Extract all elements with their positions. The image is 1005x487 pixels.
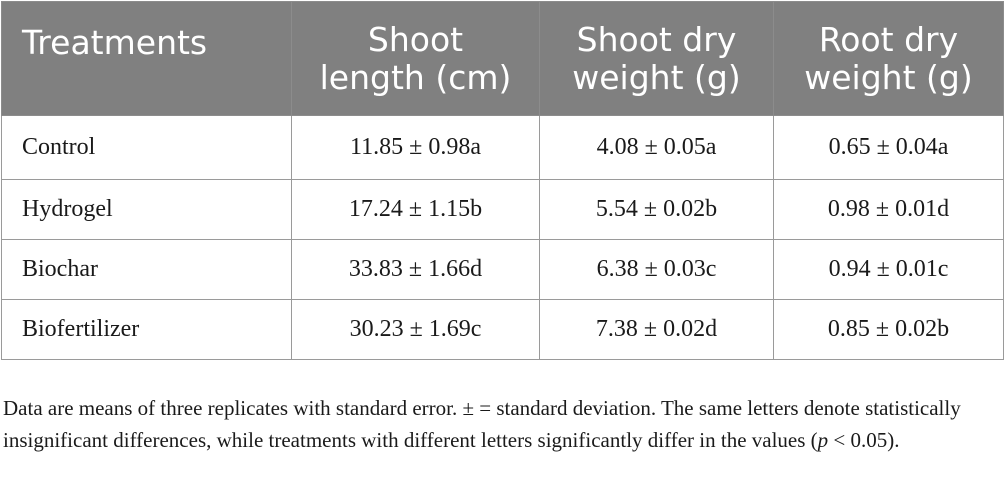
table-row: Control 11.85 ± 0.98a 4.08 ± 0.05a 0.65 … <box>1 115 1004 180</box>
treatment-name-cell: Biofertilizer <box>1 299 292 360</box>
treatment-results-table: Treatments Shoot length (cm) Shoot dry w… <box>1 1 1004 360</box>
shoot-length-cell: 33.83 ± 1.66d <box>291 239 540 300</box>
footnote-text: Data are means of three replicates with … <box>3 396 961 452</box>
shoot-length-cell: 11.85 ± 0.98a <box>291 115 540 180</box>
shoot-dry-weight-cell: 6.38 ± 0.03c <box>539 239 774 300</box>
table-row: Hydrogel 17.24 ± 1.15b 5.54 ± 0.02b 0.98… <box>1 179 1004 240</box>
table-row: Biochar 33.83 ± 1.66d 6.38 ± 0.03c 0.94 … <box>1 239 1004 300</box>
root-dry-weight-cell: 0.85 ± 0.02b <box>773 299 1004 360</box>
table-row: Biofertilizer 30.23 ± 1.69c 7.38 ± 0.02d… <box>1 299 1004 360</box>
header-root-dry-weight: Root dry weight (g) <box>773 1 1004 116</box>
shoot-length-cell: 30.23 ± 1.69c <box>291 299 540 360</box>
treatment-name-cell: Control <box>1 115 292 180</box>
table-footnote: Data are means of three replicates with … <box>3 392 998 456</box>
treatment-name-cell: Biochar <box>1 239 292 300</box>
shoot-length-cell: 17.24 ± 1.15b <box>291 179 540 240</box>
shoot-dry-weight-cell: 5.54 ± 0.02b <box>539 179 774 240</box>
treatment-name-cell: Hydrogel <box>1 179 292 240</box>
shoot-dry-weight-cell: 4.08 ± 0.05a <box>539 115 774 180</box>
table-header-row: Treatments Shoot length (cm) Shoot dry w… <box>1 1 1004 116</box>
root-dry-weight-cell: 0.98 ± 0.01d <box>773 179 1004 240</box>
header-shoot-length: Shoot length (cm) <box>291 1 540 116</box>
footnote-p-symbol: p <box>817 428 829 452</box>
footnote-text-end: < 0.05). <box>828 428 900 452</box>
data-table-container: Treatments Shoot length (cm) Shoot dry w… <box>1 1 1004 360</box>
root-dry-weight-cell: 0.94 ± 0.01c <box>773 239 1004 300</box>
root-dry-weight-cell: 0.65 ± 0.04a <box>773 115 1004 180</box>
shoot-dry-weight-cell: 7.38 ± 0.02d <box>539 299 774 360</box>
header-treatments: Treatments <box>1 1 292 116</box>
header-shoot-dry-weight: Shoot dry weight (g) <box>539 1 774 116</box>
